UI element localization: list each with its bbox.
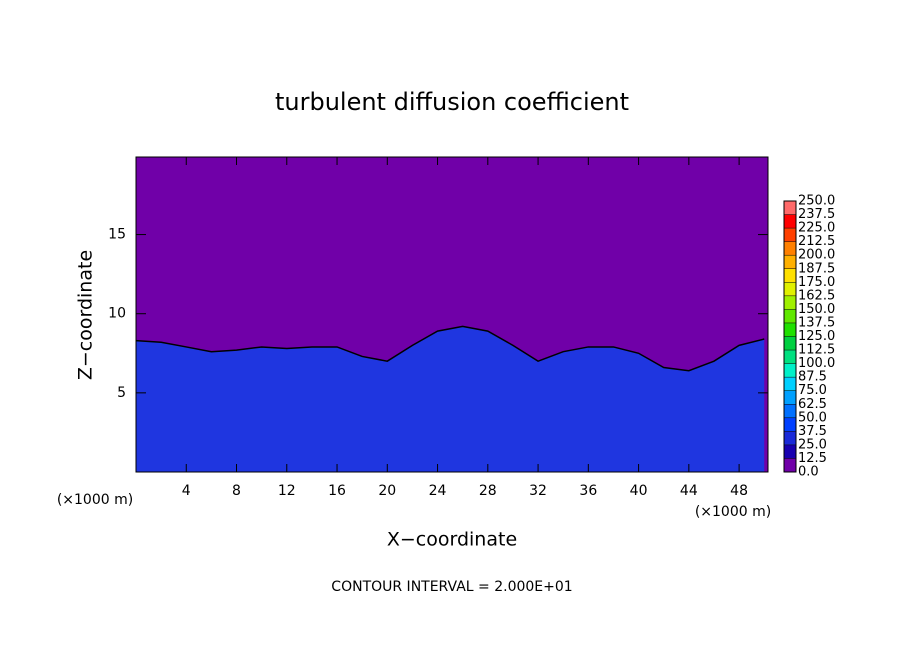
x-tick-label: 8: [232, 483, 241, 499]
x-tick-label: 36: [579, 483, 597, 499]
chart-title: turbulent diffusion coefficient: [275, 88, 629, 116]
x-tick-label: 4: [182, 483, 191, 499]
colorbar-swatch: [784, 201, 796, 215]
colorbar-label: 150.0: [798, 302, 835, 317]
colorbar-swatch: [784, 336, 796, 351]
colorbar-label: 175.0: [798, 275, 835, 290]
colorbar-swatch: [784, 214, 796, 229]
colorbar-label: 62.5: [798, 397, 827, 412]
y-tick-label: 5: [117, 385, 126, 401]
colorbar-swatch: [784, 404, 796, 418]
x-tick-label: 44: [680, 483, 698, 499]
x-unit-label: (×1000 m): [57, 492, 133, 508]
colorbar-label: 212.5: [798, 234, 835, 249]
x-unit-label: (×1000 m): [695, 504, 771, 520]
x-tick-label: 24: [429, 483, 447, 499]
y-tick-label: 15: [108, 227, 126, 243]
colorbar-label: 75.0: [798, 383, 827, 398]
colorbar-label: 200.0: [798, 248, 835, 263]
colorbar-swatch: [784, 417, 796, 432]
colorbar-swatch: [784, 255, 796, 269]
contour-line: [135, 325, 765, 372]
colorbar-label: 137.5: [798, 315, 835, 330]
colorbar-label: 250.0: [798, 194, 835, 209]
x-axis-label: X−coordinate: [387, 529, 517, 551]
x-tick-label: 28: [479, 483, 497, 499]
colorbar-label: 37.5: [798, 424, 827, 439]
footnote: CONTOUR INTERVAL = 2.000E+01: [331, 579, 572, 595]
colorbar-swatch: [784, 241, 796, 256]
colorbar-label: 25.0: [798, 437, 827, 452]
plot-frame: [135, 156, 769, 473]
x-tick-label: 12: [278, 483, 296, 499]
colorbar-swatch: [784, 431, 796, 445]
colorbar-label: 50.0: [798, 410, 827, 425]
colorbar-swatch: [784, 322, 796, 337]
colorbar-swatch: [784, 309, 796, 323]
colorbar-label: 87.5: [798, 370, 827, 385]
colorbar-label: 12.5: [798, 451, 827, 466]
colorbar-swatch: [784, 444, 796, 459]
turbulent-layer: [136, 326, 765, 472]
colorbar-swatch: [784, 390, 796, 405]
colorbar-swatch: [784, 350, 796, 364]
y-axis-label: Z−coordinate: [75, 250, 97, 380]
colorbar-label: 0.0: [798, 465, 819, 480]
colorbar-swatch: [784, 295, 796, 310]
colorbar-label: 112.5: [798, 343, 835, 358]
colorbar-swatch: [784, 268, 796, 283]
colorbar-label: 100.0: [798, 356, 835, 371]
x-tick-label: 16: [328, 483, 346, 499]
colorbar-label: 125.0: [798, 329, 835, 344]
colorbar-label: 187.5: [798, 261, 835, 276]
x-tick-label: 20: [378, 483, 396, 499]
colorbar-swatch: [784, 363, 796, 378]
y-tick-label: 10: [108, 306, 126, 322]
colorbar-swatch: [784, 282, 796, 296]
colorbar-swatch: [784, 228, 796, 242]
colorbar-label: 225.0: [798, 221, 835, 236]
colorbar-swatch: [784, 458, 796, 472]
colorbar-swatch: [784, 377, 796, 391]
x-tick-label: 32: [529, 483, 547, 499]
colorbar-label: 237.5: [798, 207, 835, 222]
x-tick-label: 40: [630, 483, 648, 499]
x-tick-label: 48: [730, 483, 748, 499]
colorbar-label: 162.5: [798, 288, 835, 303]
